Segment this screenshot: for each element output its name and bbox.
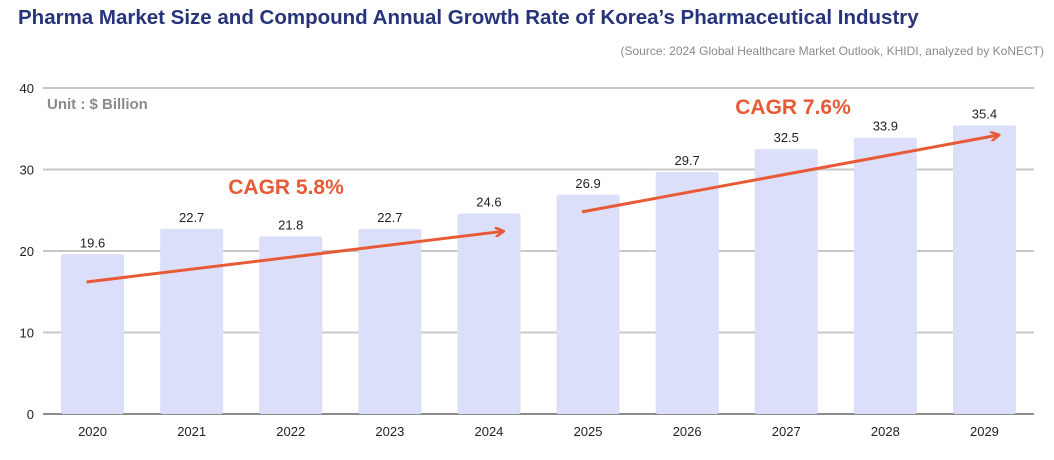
bar-2023 [358, 228, 422, 414]
cagr-arrow [86, 231, 502, 284]
value-label: 24.6 [476, 195, 501, 210]
y-tick-label: 0 [27, 407, 34, 422]
bar-2028 [853, 137, 917, 414]
y-tick-label: 20 [20, 244, 34, 259]
y-tick-label: 40 [20, 81, 34, 96]
bar-2024 [457, 213, 521, 414]
x-tick-label: 2028 [871, 424, 900, 439]
bar-2020 [61, 254, 125, 414]
cagr-label: CAGR 5.8% [228, 176, 344, 199]
y-tick-label: 10 [20, 326, 34, 341]
value-label: 19.6 [80, 235, 105, 250]
value-label: 32.5 [774, 130, 799, 145]
value-label: 33.9 [873, 119, 898, 134]
chart-title: Pharma Market Size and Compound Annual G… [18, 6, 919, 29]
value-label: 29.7 [674, 153, 699, 168]
x-tick-label: 2025 [574, 424, 603, 439]
x-tick-label: 2029 [970, 424, 999, 439]
unit-label: Unit : $ Billion [47, 96, 148, 113]
x-tick-label: 2020 [78, 424, 107, 439]
bar-2025 [556, 194, 620, 414]
bar-2021 [160, 228, 224, 414]
value-label: 22.7 [377, 210, 402, 225]
x-tick-label: 2027 [772, 424, 801, 439]
x-tick-label: 2023 [375, 424, 404, 439]
cagr-arrow [581, 135, 997, 214]
bar-2029 [952, 125, 1016, 415]
y-tick-label: 30 [20, 163, 34, 178]
x-tick-label: 2024 [474, 424, 503, 439]
bar-2022 [259, 236, 323, 414]
source-note: (Source: 2024 Global Healthcare Market O… [620, 44, 1044, 58]
x-tick-label: 2022 [276, 424, 305, 439]
value-label: 35.4 [972, 106, 997, 121]
value-label: 22.7 [179, 210, 204, 225]
x-tick-label: 2021 [177, 424, 206, 439]
cagr-label: CAGR 7.6% [735, 96, 851, 119]
bar-2026 [655, 171, 719, 414]
value-label: 26.9 [575, 176, 600, 191]
value-label: 21.8 [278, 217, 303, 232]
bar-2027 [754, 149, 818, 414]
x-tick-label: 2026 [673, 424, 702, 439]
